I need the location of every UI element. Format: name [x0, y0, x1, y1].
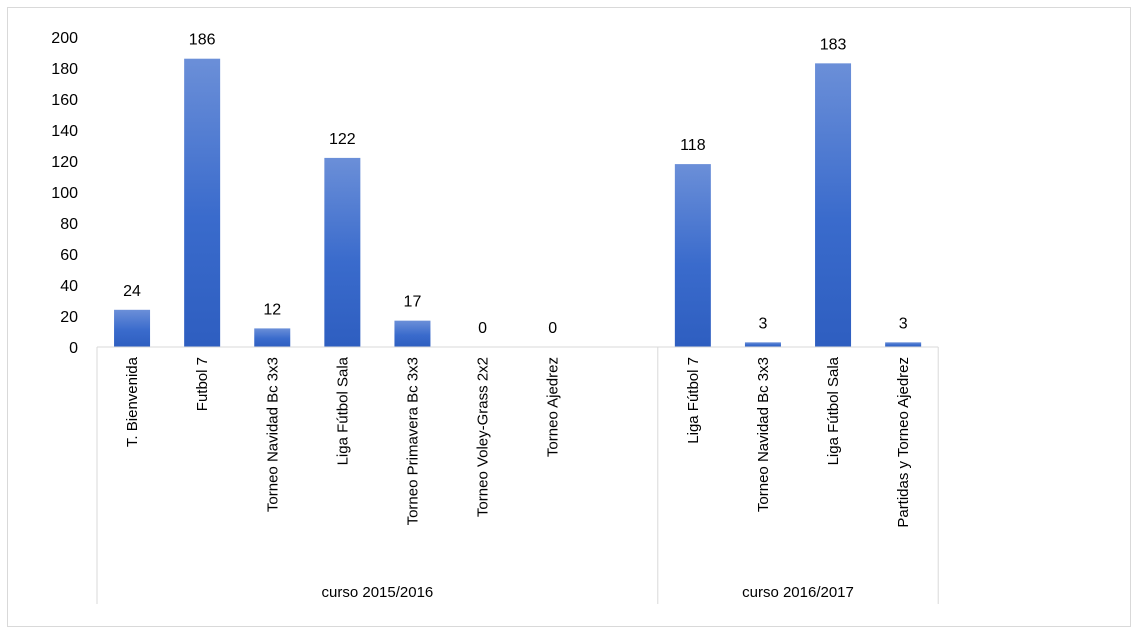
- data-label: 186: [189, 32, 216, 49]
- category-label: T. Bienvenida: [124, 356, 141, 447]
- data-label: 17: [404, 294, 422, 311]
- y-tick-label: 0: [69, 340, 78, 357]
- y-tick-label: 160: [51, 92, 78, 109]
- category-label: Liga Fútbol Sala: [825, 356, 842, 465]
- category-label: Torneo Navidad Bc 3x3: [264, 357, 281, 512]
- category-label: Torneo Navidad Bc 3x3: [755, 357, 772, 512]
- group-label: curso 2015/2016: [322, 584, 434, 601]
- bar: [394, 320, 431, 347]
- bar: [184, 58, 221, 347]
- y-tick-label: 60: [60, 247, 78, 264]
- data-label: 3: [758, 315, 767, 332]
- group-label: curso 2016/2017: [742, 584, 854, 601]
- bars: 24 186 12 122 17 0 0 118 3 183 3: [114, 32, 922, 347]
- data-label: 3: [899, 315, 908, 332]
- bar: [674, 164, 711, 347]
- data-label: 0: [548, 320, 557, 337]
- data-label: 118: [680, 137, 706, 154]
- category-label: Liga Fútbol 7: [685, 357, 702, 444]
- data-label: 183: [820, 36, 847, 53]
- bar: [744, 342, 781, 347]
- y-axis: 0 20 40 60 80 100 120 140 160 180 200: [51, 30, 78, 357]
- y-tick-label: 180: [51, 61, 78, 78]
- data-label: 0: [478, 320, 487, 337]
- data-label: 24: [123, 283, 141, 300]
- category-label: Torneo Voley-Grass 2x2: [475, 357, 492, 517]
- bar: [254, 328, 291, 347]
- y-tick-label: 100: [51, 185, 78, 202]
- x-axis: curso 2015/2016 curso 2016/2017 T. Bienven…: [96, 346, 939, 604]
- y-tick-label: 120: [51, 154, 78, 171]
- bar: [114, 309, 151, 347]
- data-label: 122: [329, 131, 356, 148]
- y-tick-label: 200: [51, 30, 78, 47]
- data-label: 12: [263, 301, 281, 318]
- bar: [324, 157, 361, 347]
- category-label: Partidas y Torneo Ajedrez: [895, 357, 912, 528]
- y-tick-label: 140: [51, 123, 78, 140]
- category-label: Liga Fútbol Sala: [334, 356, 351, 465]
- bar: [815, 63, 852, 347]
- category-label: Futbol 7: [194, 357, 211, 411]
- category-label: Torneo Primavera Bc 3x3: [404, 357, 421, 525]
- y-tick-label: 40: [60, 278, 78, 295]
- y-tick-label: 80: [60, 216, 78, 233]
- category-label: Torneo Ajedrez: [545, 357, 562, 457]
- bar: [885, 342, 922, 347]
- y-tick-label: 20: [60, 309, 78, 326]
